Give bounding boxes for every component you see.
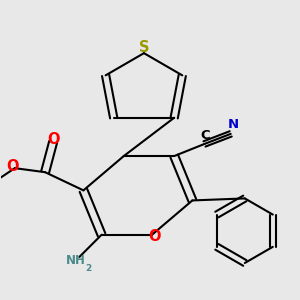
- Text: NH: NH: [65, 254, 85, 268]
- Text: O: O: [47, 132, 59, 147]
- Text: C: C: [200, 129, 210, 142]
- Text: O: O: [7, 159, 19, 174]
- Text: N: N: [228, 118, 239, 131]
- Text: S: S: [139, 40, 149, 55]
- Text: 2: 2: [85, 264, 92, 273]
- Text: O: O: [148, 229, 160, 244]
